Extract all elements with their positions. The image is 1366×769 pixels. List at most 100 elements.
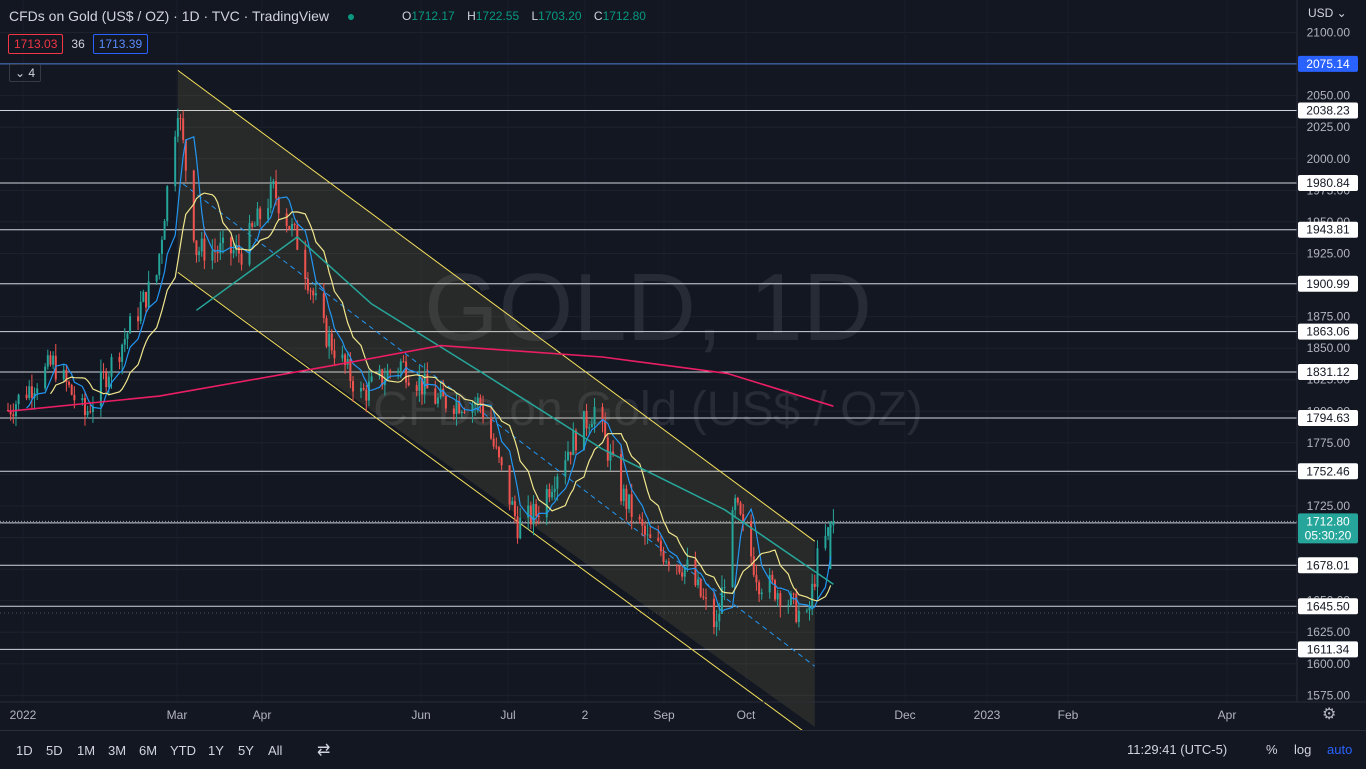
candle-body xyxy=(492,438,495,447)
candle-body xyxy=(609,451,612,461)
candle-body xyxy=(593,406,596,425)
bid-price[interactable]: 1713.03 xyxy=(8,34,64,54)
candle-body xyxy=(694,559,697,586)
candle-body xyxy=(65,369,68,382)
time-tick-label: Oct xyxy=(737,708,756,722)
candle-body xyxy=(434,388,437,404)
range-1d[interactable]: 1D xyxy=(16,743,33,758)
candle-body xyxy=(49,355,52,365)
candle-body xyxy=(718,613,721,622)
date-range-icon[interactable]: ⇄ xyxy=(317,742,331,759)
candle-body xyxy=(333,350,336,359)
candle-body xyxy=(588,427,591,429)
level-label: 1611.34 xyxy=(1307,642,1350,656)
ask-price[interactable]: 1713.39 xyxy=(92,34,149,54)
auto-scale-toggle[interactable]: auto xyxy=(1327,742,1353,757)
candle-body xyxy=(675,565,678,567)
candle-body xyxy=(70,384,73,395)
price-axis[interactable]: 2100.002075.002050.002025.002000.001975.… xyxy=(1296,0,1366,730)
price-tick-label: 2000.00 xyxy=(1307,152,1351,166)
currency-selector[interactable]: USD ⌄ xyxy=(1308,6,1347,20)
candle-body xyxy=(699,579,702,597)
candle-body xyxy=(476,397,479,404)
candle-body xyxy=(490,417,493,439)
candle-body xyxy=(367,381,370,401)
level-label-box xyxy=(1298,410,1358,427)
candle-body xyxy=(28,386,31,399)
level-label: 2075.14 xyxy=(1306,57,1350,71)
ohlc-high-key: H xyxy=(467,9,476,23)
candle-body xyxy=(192,170,195,241)
market-status-dot: ● xyxy=(346,8,356,24)
candle-body xyxy=(17,394,20,405)
candle-body xyxy=(328,333,331,347)
candle-body xyxy=(160,239,163,254)
price-tick-label: 1725.00 xyxy=(1307,499,1351,513)
range-5d[interactable]: 5D xyxy=(46,743,63,758)
candle-body xyxy=(378,369,381,377)
candle-body xyxy=(415,385,418,391)
level-label: 1794.63 xyxy=(1306,411,1350,425)
range-5y[interactable]: 5Y xyxy=(238,743,254,758)
level-label-box xyxy=(1298,598,1358,615)
candle-body xyxy=(805,610,808,612)
time-axis[interactable]: 2022 Mar Apr Jun Jul 2 Sep Oct Dec 2023 Feb Apr xyxy=(0,701,1366,722)
percent-toggle[interactable]: % xyxy=(1266,742,1278,757)
clock[interactable]: 11:29:41 (UTC-5) xyxy=(1127,742,1228,757)
candle-body xyxy=(529,505,532,525)
range-all[interactable]: All xyxy=(268,743,283,758)
symbol-title[interactable]: CFDs on Gold (US$ / OZ) · 1D · TVC · Tra… xyxy=(9,8,355,24)
range-3m[interactable]: 3M xyxy=(108,743,127,758)
range-1y[interactable]: 1Y xyxy=(208,743,224,758)
candle-body xyxy=(253,225,256,227)
candle-body xyxy=(625,488,628,509)
candle-body xyxy=(46,355,49,367)
candle-body xyxy=(519,517,522,539)
candle-body xyxy=(89,411,92,413)
candle-body xyxy=(832,521,835,526)
level-label-box xyxy=(1298,221,1358,238)
settings-gear-icon[interactable]: ⚙ xyxy=(1322,706,1337,723)
candle-body xyxy=(628,494,631,509)
candle-body xyxy=(174,136,177,187)
candle-body xyxy=(535,503,538,516)
candle-body xyxy=(678,566,681,573)
grid xyxy=(0,32,1297,696)
candle-body xyxy=(779,593,782,606)
candle-body xyxy=(179,118,182,120)
candle-body xyxy=(163,221,166,240)
candle-body xyxy=(91,405,94,413)
channel-fill xyxy=(177,70,815,727)
candle-body xyxy=(500,457,503,466)
candle-body xyxy=(418,377,421,391)
level-label: 1863.06 xyxy=(1306,325,1350,339)
log-toggle[interactable]: log xyxy=(1294,742,1312,757)
price-tick-label: 2025.00 xyxy=(1307,120,1351,134)
candle-body xyxy=(129,316,132,334)
candle-body xyxy=(359,388,362,392)
candle-body xyxy=(184,139,187,171)
price-chart[interactable]: GOLD, 1D CFDs on Gold (US$ / OZ) 2100.00… xyxy=(0,0,1366,730)
spread: 36 xyxy=(71,37,85,51)
candle-body xyxy=(537,515,540,518)
price-tick-label: 1925.00 xyxy=(1307,246,1351,260)
candle-body xyxy=(551,491,554,498)
level-label: 1980.84 xyxy=(1306,176,1350,190)
level-label-box xyxy=(1298,557,1358,574)
candles xyxy=(7,108,835,637)
candle-body xyxy=(513,501,516,517)
range-ytd[interactable]: YTD xyxy=(170,743,196,758)
candle-body xyxy=(397,370,400,373)
candle-body xyxy=(137,316,140,322)
candle-body xyxy=(389,370,392,373)
level-label: 1645.50 xyxy=(1306,599,1350,613)
indicators-toggle[interactable]: ⌄ 4 xyxy=(9,64,42,82)
candle-body xyxy=(275,181,278,199)
candle-body xyxy=(211,250,214,261)
range-6m[interactable]: 6M xyxy=(139,743,158,758)
candle-body xyxy=(402,361,405,363)
time-tick-label: 2022 xyxy=(10,708,37,722)
level-label: 1752.46 xyxy=(1306,464,1350,478)
range-1m[interactable]: 1M xyxy=(77,743,96,758)
candle-body xyxy=(352,381,355,392)
